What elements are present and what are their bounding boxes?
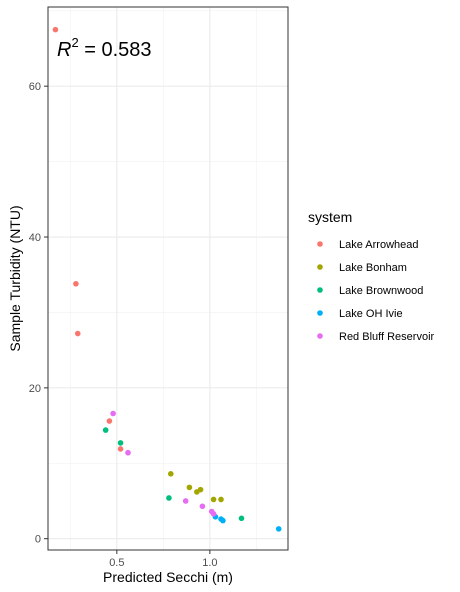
- data-point: [110, 410, 116, 417]
- data-point: [182, 498, 189, 504]
- r-squared-base: R: [57, 39, 71, 61]
- data-point: [199, 503, 206, 510]
- legend-label: Lake Bonham: [339, 262, 407, 274]
- data-point: [166, 495, 172, 501]
- legend-key: [317, 333, 323, 339]
- data-point: [238, 515, 245, 522]
- legend-label: Lake OH Ivie: [339, 308, 403, 320]
- y-tick-label: 60: [29, 81, 41, 93]
- data-point: [52, 26, 59, 33]
- data-point: [220, 517, 226, 524]
- panel-border: [47, 6, 289, 551]
- data-point: [167, 471, 174, 477]
- data-point: [186, 484, 193, 491]
- x-tick-label: 1.0: [202, 557, 217, 569]
- r-squared-superscript: 2: [71, 35, 78, 50]
- x-axis-title: Predicted Secchi (m): [103, 569, 233, 585]
- grid-lines: [48, 7, 288, 550]
- data-point: [74, 330, 81, 337]
- legend-label: Lake Brownwood: [339, 285, 423, 297]
- legend-key: [317, 287, 323, 293]
- data-point: [117, 446, 124, 452]
- legend: system Lake Arrowhead Lake Bonham Lake Bro…: [308, 209, 435, 343]
- axis-ticks: 0.5 1.0 0 20 40 60: [29, 81, 218, 569]
- legend-title: system: [308, 209, 352, 225]
- data-point: [102, 427, 109, 433]
- legend-label: Red Bluff Reservoir: [339, 331, 435, 343]
- legend-key: [317, 264, 323, 270]
- data-point: [210, 496, 217, 503]
- y-tick-label: 0: [35, 534, 41, 546]
- y-tick-label: 40: [29, 232, 41, 244]
- legend-key: [317, 310, 323, 316]
- y-tick-label: 20: [29, 383, 41, 395]
- y-axis-title: Sample Turbidity (NTU): [7, 205, 23, 351]
- data-point: [218, 496, 224, 503]
- x-tick-label: 0.5: [109, 557, 124, 569]
- data-point: [117, 440, 124, 446]
- data-point: [106, 418, 113, 424]
- data-point: [210, 511, 217, 517]
- data-point: [73, 280, 79, 287]
- data-point: [275, 526, 282, 532]
- data-points: [52, 26, 282, 532]
- legend-key: [317, 241, 323, 247]
- r-squared-value: = 0.583: [79, 39, 152, 61]
- data-point: [125, 449, 131, 456]
- data-point: [197, 486, 204, 493]
- r-squared-annotation: R2 = 0.583: [57, 35, 152, 61]
- legend-label: Lake Arrowhead: [339, 239, 419, 251]
